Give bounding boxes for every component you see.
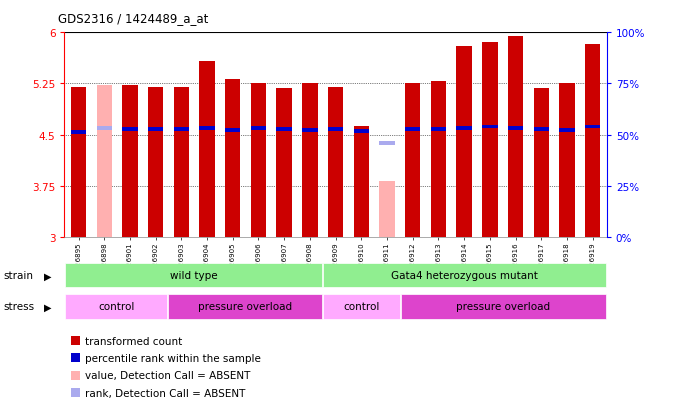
Bar: [482, 43, 498, 237]
Text: control: control: [343, 301, 380, 312]
Text: value, Detection Call = ABSENT: value, Detection Call = ABSENT: [85, 370, 251, 380]
Bar: [559, 128, 575, 132]
Bar: [508, 126, 523, 131]
Bar: [251, 126, 266, 131]
Bar: [323, 294, 399, 319]
Text: ▶: ▶: [43, 301, 52, 312]
Bar: [71, 88, 86, 237]
Bar: [302, 128, 317, 132]
Bar: [65, 294, 167, 319]
Bar: [65, 263, 322, 288]
Text: Gata4 heterozygous mutant: Gata4 heterozygous mutant: [391, 271, 538, 281]
Bar: [148, 128, 163, 132]
Bar: [251, 84, 266, 237]
Bar: [277, 128, 292, 132]
Bar: [534, 128, 549, 132]
Bar: [168, 294, 322, 319]
Bar: [174, 128, 189, 132]
Bar: [379, 142, 395, 145]
Bar: [405, 84, 420, 237]
Bar: [585, 45, 601, 237]
Bar: [96, 86, 112, 237]
Bar: [302, 84, 317, 237]
Bar: [534, 89, 549, 237]
Bar: [174, 88, 189, 237]
Bar: [401, 294, 606, 319]
Bar: [354, 127, 369, 237]
Bar: [482, 125, 498, 129]
Text: pressure overload: pressure overload: [198, 301, 292, 312]
Bar: [199, 62, 215, 237]
Text: ▶: ▶: [43, 271, 52, 281]
Bar: [508, 36, 523, 237]
Bar: [225, 128, 241, 132]
Bar: [379, 182, 395, 237]
Text: rank, Detection Call = ABSENT: rank, Detection Call = ABSENT: [85, 388, 246, 398]
Text: percentile rank within the sample: percentile rank within the sample: [85, 353, 261, 363]
Bar: [148, 88, 163, 237]
Bar: [431, 82, 446, 237]
Bar: [456, 126, 472, 131]
Bar: [199, 126, 215, 131]
Bar: [431, 128, 446, 132]
Text: wild type: wild type: [170, 271, 218, 281]
Bar: [456, 47, 472, 237]
Bar: [328, 128, 343, 132]
Bar: [71, 131, 86, 134]
Bar: [323, 263, 606, 288]
Text: GDS2316 / 1424489_a_at: GDS2316 / 1424489_a_at: [58, 12, 208, 25]
Text: strain: strain: [3, 271, 33, 281]
Text: control: control: [98, 301, 134, 312]
Bar: [559, 84, 575, 237]
Bar: [122, 86, 138, 237]
Text: stress: stress: [3, 301, 35, 312]
Bar: [328, 88, 343, 237]
Text: transformed count: transformed count: [85, 336, 182, 346]
Bar: [277, 89, 292, 237]
Bar: [585, 125, 601, 129]
Bar: [405, 128, 420, 132]
Bar: [225, 79, 241, 237]
Bar: [122, 128, 138, 132]
Text: pressure overload: pressure overload: [456, 301, 551, 312]
Bar: [96, 126, 112, 131]
Bar: [354, 130, 369, 134]
